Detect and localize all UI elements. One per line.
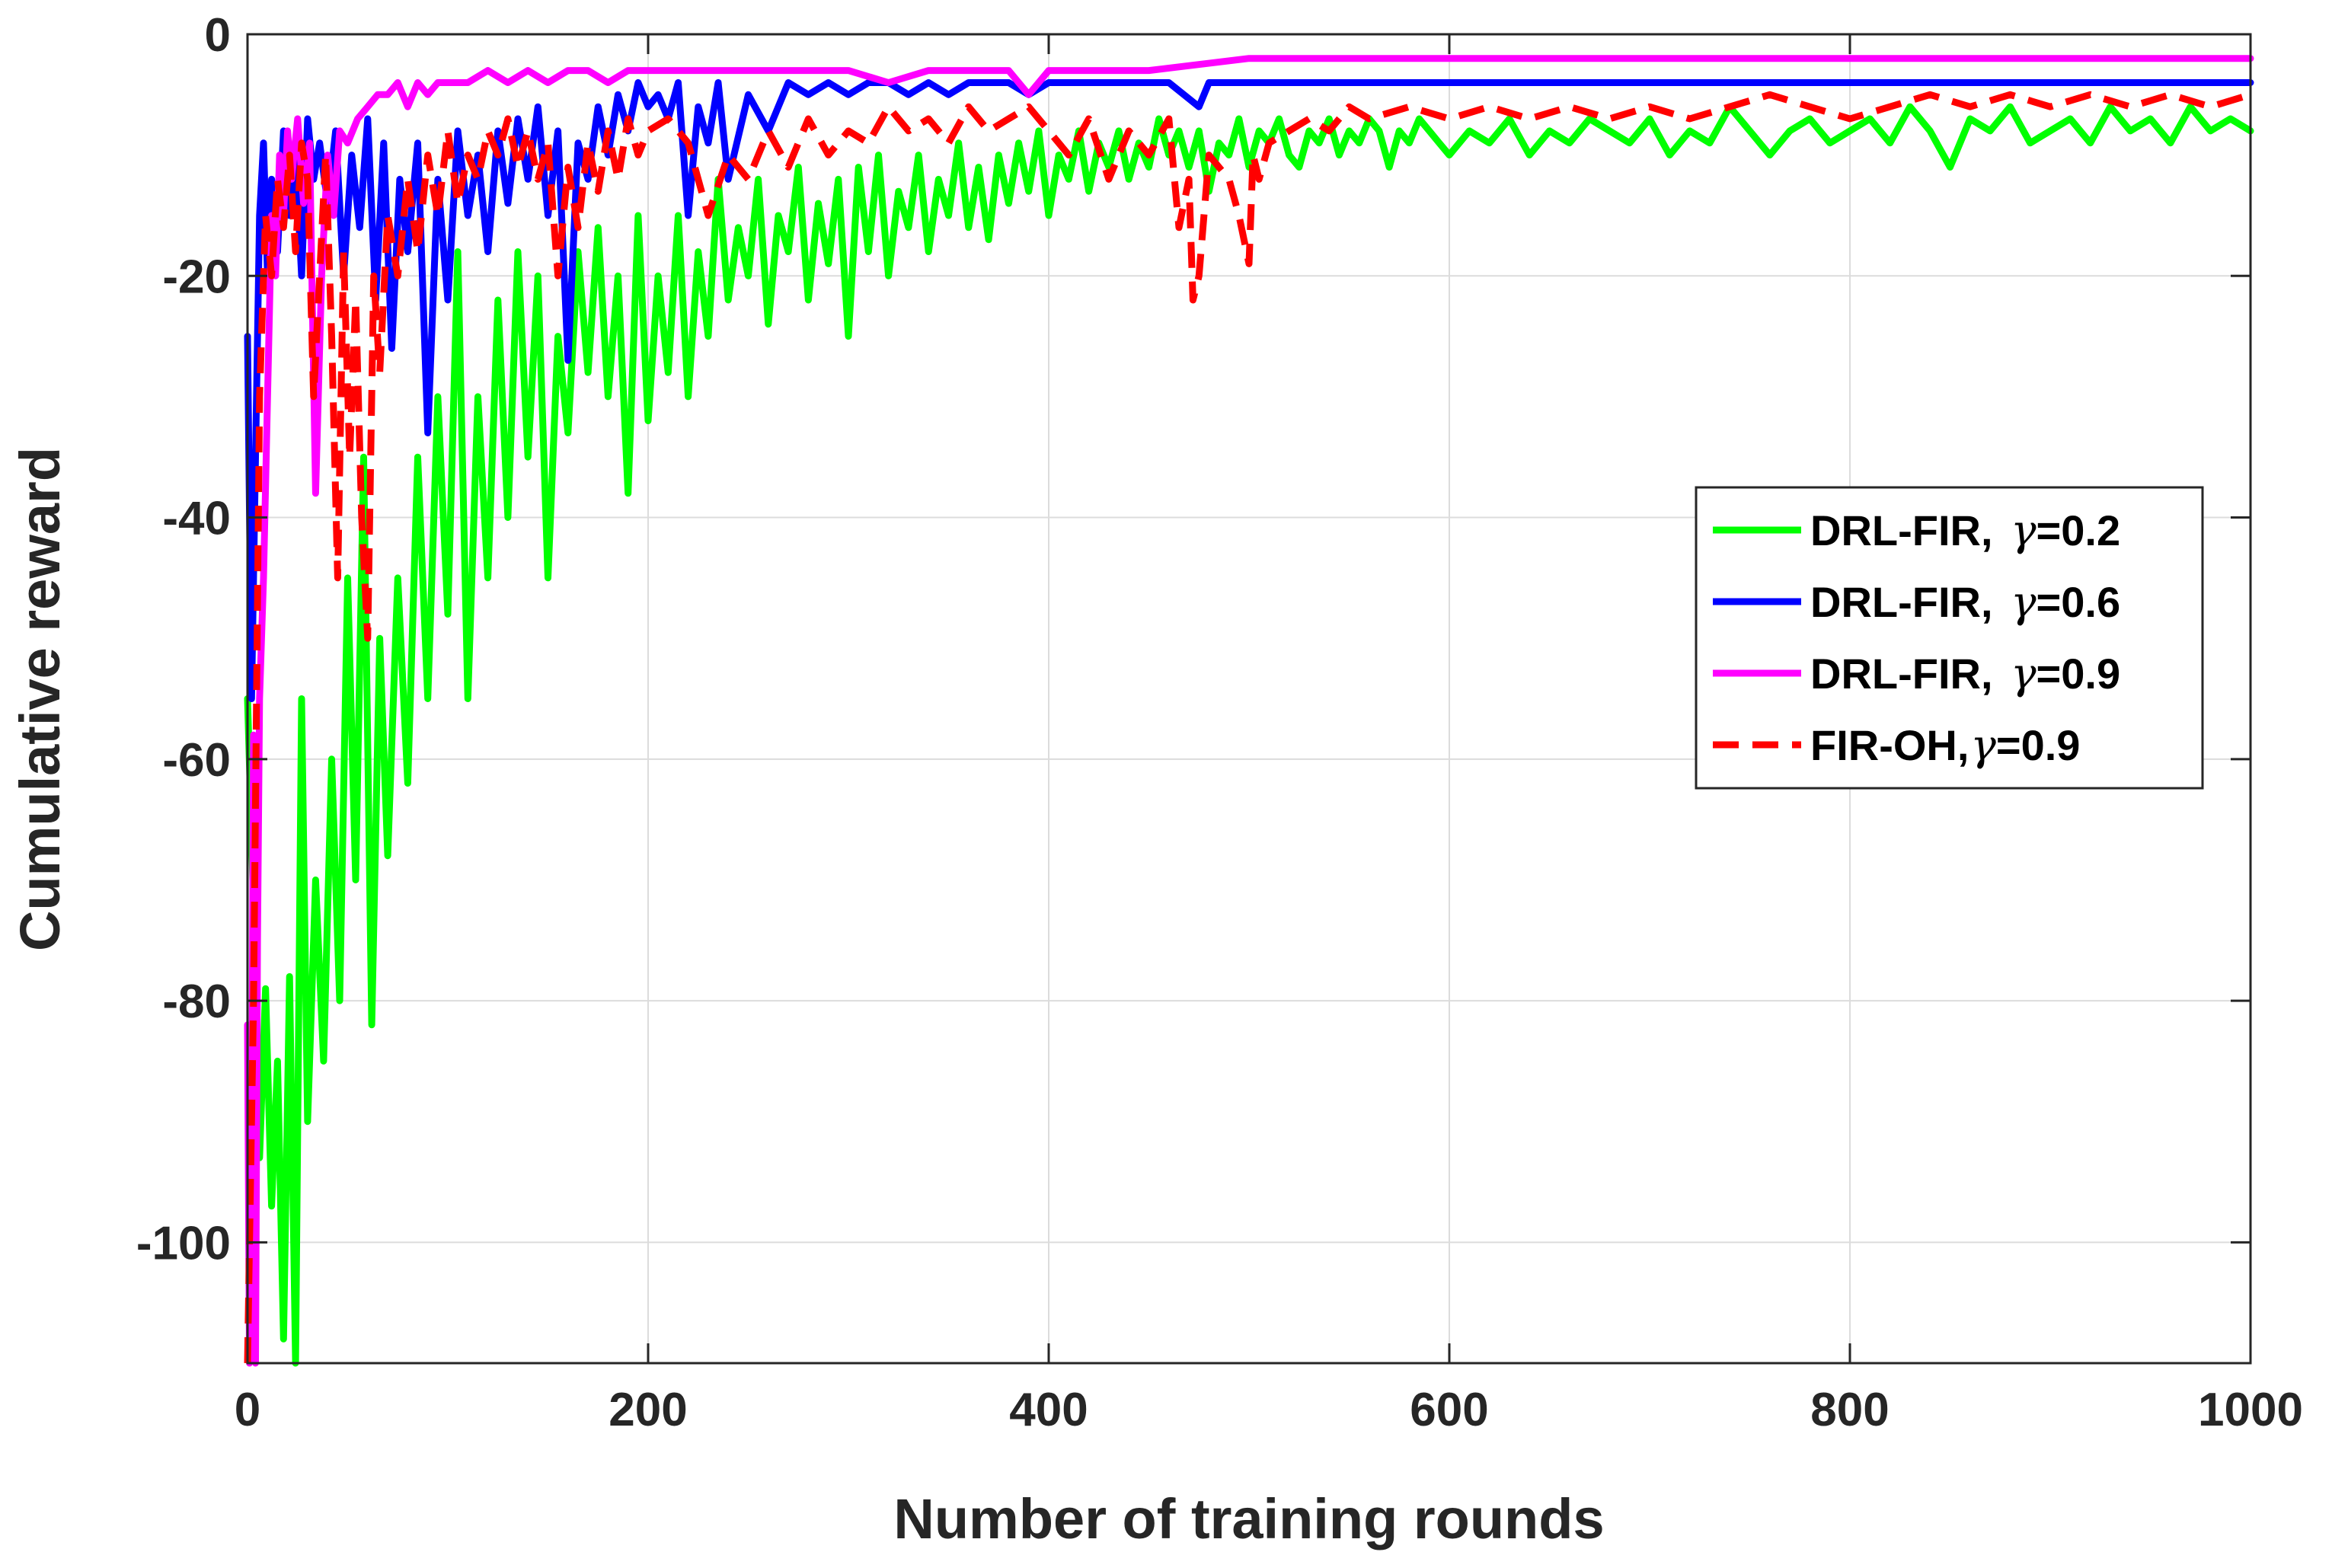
legend-label-1: DRL-FIR, γ=0.2 xyxy=(1810,506,2120,556)
y-tick-label: 0 xyxy=(205,9,231,62)
y-tick-label: -60 xyxy=(162,734,231,787)
legend-label-2: DRL-FIR, γ=0.6 xyxy=(1810,578,2120,628)
x-tick-label: 200 xyxy=(609,1384,687,1436)
legend: DRL-FIR, γ=0.2 DRL-FIR, γ=0.6 DRL-FIR, γ=0… xyxy=(1695,486,2204,790)
plot-frame xyxy=(246,33,2252,1365)
x-tick-label: 0 xyxy=(235,1384,260,1436)
legend-box xyxy=(1695,486,2204,790)
x-tick-label: 600 xyxy=(1410,1384,1488,1436)
x-tick-label: 1000 xyxy=(2198,1384,2303,1436)
x-tick-label: 400 xyxy=(1009,1384,1088,1436)
y-tick-label: -80 xyxy=(162,976,231,1028)
series-line-1 xyxy=(244,103,2254,1367)
ticks: 0 200 400 600 800 1000 0 -20 -40 -60 -80 -100 xyxy=(136,9,2303,1436)
y-tick-label: -20 xyxy=(162,251,231,303)
y-tick-label: -40 xyxy=(162,493,231,545)
x-axis-label: Number of training rounds xyxy=(893,1487,1604,1550)
legend-label-3: DRL-FIR, γ=0.9 xyxy=(1810,650,2120,699)
legend-label-4: FIR-OH,γ=0.9 xyxy=(1810,721,2080,771)
x-tick-label: 800 xyxy=(1810,1384,1889,1436)
y-tick-label: -100 xyxy=(136,1217,231,1269)
y-axis-label: Cumulative reward xyxy=(8,447,72,951)
series-line-4 xyxy=(244,91,2252,1364)
series-layer xyxy=(244,55,2254,1367)
